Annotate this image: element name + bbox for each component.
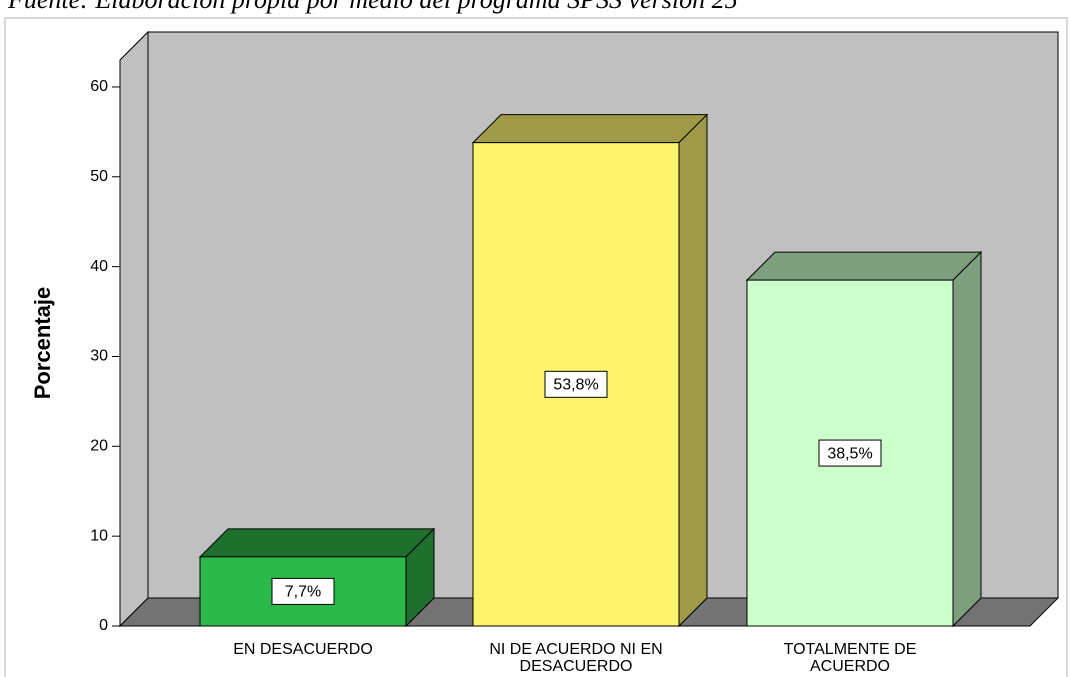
- y-tick-label: 60: [90, 78, 108, 95]
- value-label: 38,5%: [827, 445, 872, 462]
- y-tick-label: 20: [90, 438, 108, 455]
- value-label-box: [544, 370, 608, 398]
- value-label: 7,7%: [285, 584, 321, 601]
- x-tick-label: EN DESACUERDO: [233, 641, 373, 658]
- bar-top: [198, 528, 436, 558]
- source-note: Fuente: Elaboración propia por medio del…: [7, 0, 738, 14]
- bar-side: [678, 113, 708, 628]
- value-label-box: [818, 439, 882, 467]
- value-label: 53,8%: [553, 377, 598, 394]
- x-tick-label: TOTALMENTE DE ACUERDO: [784, 641, 917, 675]
- side-wall: [119, 30, 149, 628]
- bar-top: [745, 251, 983, 281]
- x-tick-label: NI DE ACUERDO NI EN DESACUERDO: [489, 641, 662, 675]
- y-tick-label: 10: [90, 527, 108, 544]
- y-tick-label: 50: [90, 168, 108, 185]
- y-tick-label: 40: [90, 258, 108, 275]
- y-tick-label: 30: [90, 348, 108, 365]
- bar-top: [471, 114, 709, 144]
- bar-side: [952, 250, 982, 628]
- y-axis-label: Porcentaje: [30, 287, 55, 400]
- y-tick-label: 0: [99, 617, 108, 634]
- value-label-box: [271, 577, 335, 605]
